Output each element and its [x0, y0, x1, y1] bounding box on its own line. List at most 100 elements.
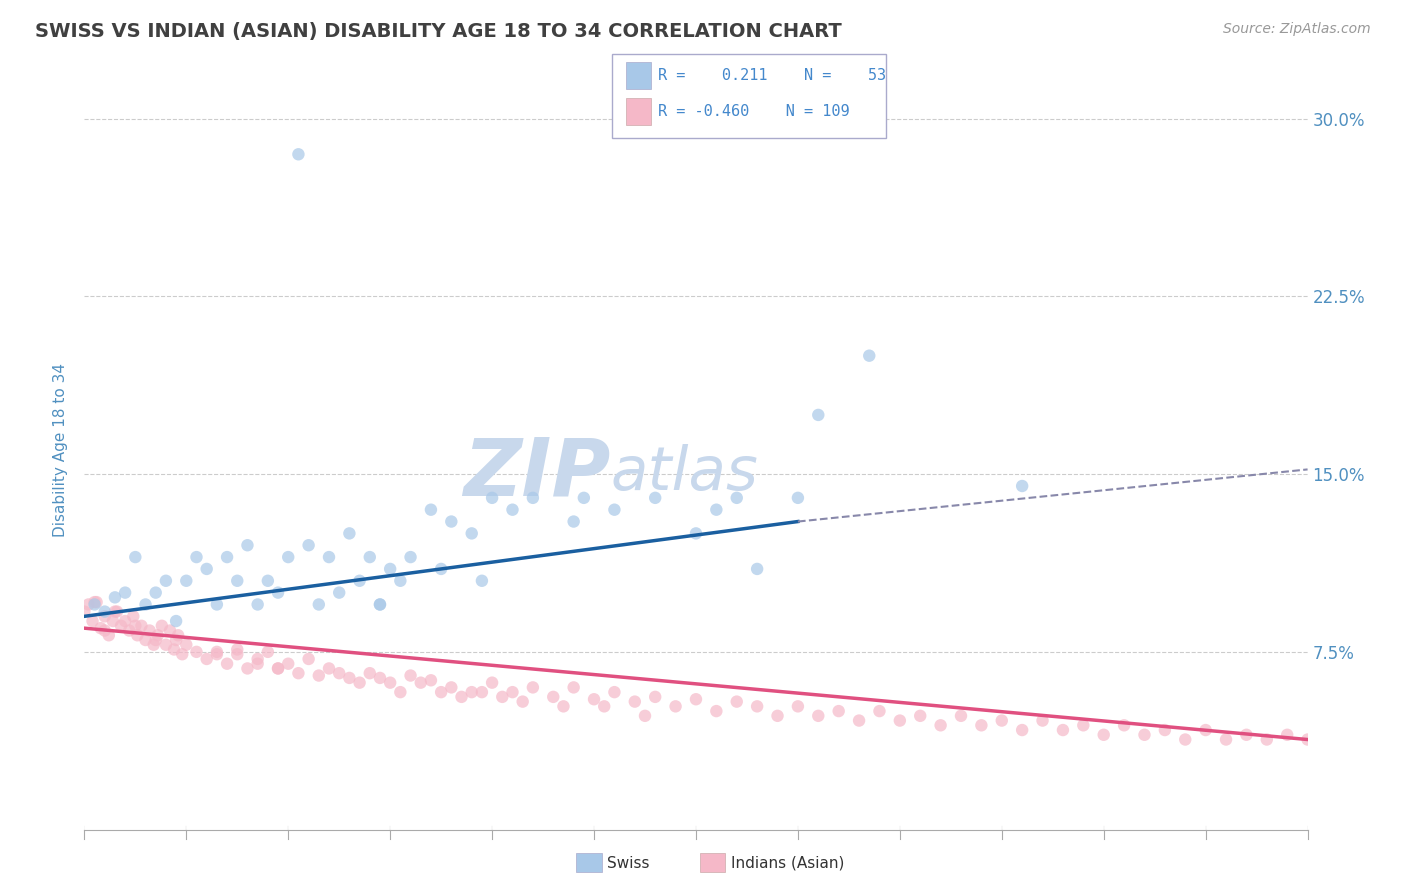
Point — [205, 598, 228, 612]
Point — [155, 574, 177, 588]
Point — [991, 714, 1014, 728]
Point — [440, 681, 463, 695]
Point — [644, 690, 666, 704]
Point — [450, 690, 472, 704]
Point — [83, 595, 105, 609]
Point — [257, 645, 280, 659]
Point — [380, 562, 402, 576]
Point — [83, 598, 105, 612]
Point — [267, 661, 290, 675]
Point — [725, 695, 748, 709]
Point — [308, 668, 330, 682]
Point — [368, 598, 391, 612]
Point — [77, 598, 100, 612]
Point — [138, 624, 160, 638]
Point — [145, 585, 167, 599]
Point — [124, 550, 146, 565]
Point — [481, 675, 503, 690]
Point — [359, 666, 381, 681]
Point — [73, 605, 96, 619]
Point — [644, 491, 666, 505]
Point — [807, 708, 830, 723]
Point — [145, 633, 167, 648]
Point — [246, 652, 269, 666]
Point — [685, 526, 707, 541]
Point — [481, 491, 503, 505]
Point — [135, 598, 157, 612]
Point — [1032, 714, 1054, 728]
Point — [318, 661, 340, 675]
Point — [82, 614, 104, 628]
Point — [583, 692, 606, 706]
Point — [277, 550, 299, 565]
Point — [929, 718, 952, 732]
Point — [522, 681, 544, 695]
Point — [174, 638, 197, 652]
Point — [122, 609, 145, 624]
Point — [572, 491, 595, 505]
Point — [409, 675, 432, 690]
Point — [858, 349, 880, 363]
Point — [420, 673, 443, 688]
Point — [257, 574, 280, 588]
Point — [298, 538, 321, 552]
Point — [593, 699, 616, 714]
Point — [105, 605, 128, 619]
Point — [195, 652, 218, 666]
Point — [1073, 718, 1095, 732]
Point — [562, 681, 585, 695]
Point — [1256, 732, 1278, 747]
Point — [471, 685, 494, 699]
Point — [186, 550, 208, 565]
Point — [328, 666, 350, 681]
Point — [186, 645, 208, 659]
Point — [1174, 732, 1197, 747]
Point — [339, 671, 361, 685]
Point — [1215, 732, 1237, 747]
Point — [399, 668, 422, 682]
Point — [359, 550, 381, 565]
Point — [174, 574, 197, 588]
Point — [420, 502, 443, 516]
Point — [725, 491, 748, 505]
Point — [277, 657, 299, 671]
Point — [634, 708, 657, 723]
Point — [747, 699, 769, 714]
Point — [104, 605, 127, 619]
Point — [349, 675, 371, 690]
Point — [339, 526, 361, 541]
Point — [1011, 479, 1033, 493]
Point — [114, 614, 136, 628]
Point — [135, 633, 157, 648]
Point — [502, 685, 524, 699]
Point — [118, 624, 141, 638]
Point — [1195, 723, 1218, 737]
Text: SWISS VS INDIAN (ASIAN) DISABILITY AGE 18 TO 34 CORRELATION CHART: SWISS VS INDIAN (ASIAN) DISABILITY AGE 1… — [35, 22, 842, 41]
Point — [787, 699, 810, 714]
Point — [706, 704, 728, 718]
Point — [461, 685, 484, 699]
Point — [1052, 723, 1074, 737]
Point — [553, 699, 575, 714]
Point — [766, 708, 789, 723]
Point — [399, 550, 422, 565]
Point — [1277, 728, 1299, 742]
Point — [869, 704, 891, 718]
Point — [236, 661, 259, 675]
Point — [603, 685, 626, 699]
Point — [512, 695, 534, 709]
Text: R = -0.460    N = 109: R = -0.460 N = 109 — [658, 104, 849, 119]
Text: R =    0.211    N =    53: R = 0.211 N = 53 — [658, 69, 886, 83]
Y-axis label: Disability Age 18 to 34: Disability Age 18 to 34 — [53, 363, 69, 538]
Point — [328, 585, 350, 599]
Point — [368, 598, 391, 612]
Point — [246, 598, 269, 612]
Point — [205, 645, 228, 659]
Point — [172, 647, 194, 661]
Point — [195, 562, 218, 576]
Point — [430, 685, 453, 699]
Text: Indians (Asian): Indians (Asian) — [731, 856, 845, 871]
Point — [1154, 723, 1177, 737]
Point — [142, 638, 165, 652]
Point — [226, 574, 249, 588]
